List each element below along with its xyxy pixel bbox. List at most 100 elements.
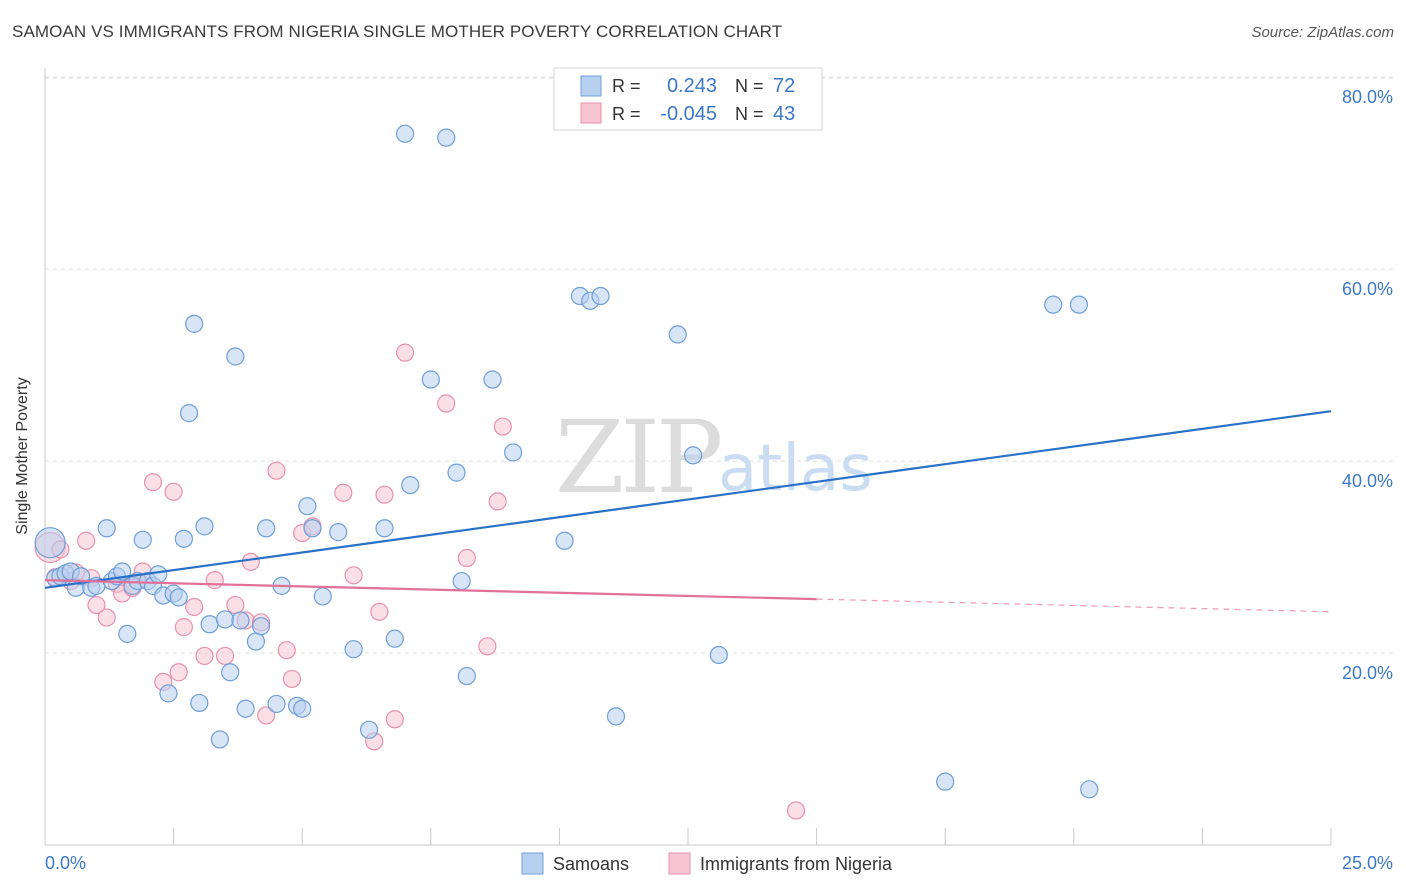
nigeria-point [97, 608, 116, 627]
nigeria-point [277, 641, 296, 660]
y-tick-label: 40.0% [1342, 471, 1393, 491]
samoan-point [421, 370, 440, 389]
x-tick-labels: 0.0% 25.0% [45, 853, 1393, 873]
legend-bottom-label-nigeria: Immigrants from Nigeria [700, 854, 893, 874]
samoan-point [298, 497, 317, 516]
samoan-point [483, 370, 502, 389]
legend-bottom-swatch-nigeria [668, 852, 691, 875]
samoan-point [246, 632, 266, 651]
legend-n-label-samoans: N = [735, 76, 764, 96]
nigeria-point [174, 618, 193, 637]
samoan-point [1080, 780, 1099, 799]
nigeria-point [241, 552, 260, 571]
nigeria-point [375, 485, 394, 504]
samoan-point [34, 527, 66, 559]
samoan-point [221, 663, 240, 682]
samoan-point [169, 588, 188, 607]
nigeria-point [205, 571, 224, 590]
samoan-point [452, 571, 471, 591]
samoan-point [133, 530, 152, 549]
samoan-point [293, 699, 312, 718]
legend-series: Samoans Immigrants from Nigeria [521, 852, 893, 875]
nigeria-point [385, 710, 404, 729]
nigeria-point [395, 343, 415, 362]
nigeria-point [267, 461, 286, 480]
legend-bottom-label-samoans: Samoans [553, 854, 629, 874]
samoan-point [231, 611, 250, 630]
nigeria-point [226, 595, 245, 615]
nigeria-point [457, 548, 476, 568]
samoan-point [1044, 295, 1063, 314]
samoan-point [313, 587, 332, 606]
nigeria-trend-line [44, 579, 817, 601]
y-tick-labels: 20.0% 40.0% 60.0% 80.0% [1342, 87, 1393, 683]
legend-r-label-samoans: R = [612, 76, 641, 96]
samoan-point [159, 684, 178, 703]
legend-stats: R = 0.243 N = 72 R = -0.045 N = 43 [553, 67, 823, 131]
nigeria-point [370, 602, 389, 621]
nigeria-point [87, 595, 106, 615]
samoan-point [303, 519, 322, 538]
nigeria-point [344, 566, 363, 585]
nigeria-point [195, 646, 214, 666]
samoan-point [251, 617, 271, 636]
samoan-point [936, 772, 955, 791]
nigeria-point [257, 706, 276, 725]
x-tick-label-start: 0.0% [45, 853, 86, 873]
samoan-point [709, 645, 728, 665]
samoan-point [555, 531, 574, 550]
nigeria-point [478, 637, 497, 656]
nigeria-point [282, 669, 302, 689]
samoan-point [236, 699, 255, 718]
nigeria-point [164, 482, 183, 501]
samoan-point [606, 707, 626, 726]
samoan-point [215, 610, 235, 629]
legend-r-value-nigeria: -0.045 [660, 103, 717, 125]
samoan-point [591, 286, 610, 306]
x-tick-label-end: 25.0% [1342, 853, 1393, 873]
trend-lines [44, 410, 1332, 613]
legend-n-value-samoans: 72 [773, 75, 795, 97]
samoan-point [179, 404, 199, 423]
samoan-point [200, 615, 219, 634]
legend-r-label-nigeria: R = [612, 104, 641, 124]
samoan-point [1069, 295, 1089, 314]
samoan-point [395, 124, 415, 143]
watermark: ZIP atlas [555, 399, 873, 516]
samoan-point [174, 529, 193, 548]
legend-r-value-samoans: 0.243 [667, 75, 717, 97]
samoan-points [34, 124, 1099, 799]
nigeria-point [185, 597, 204, 617]
nigeria-point [169, 663, 188, 682]
y-tick-label: 60.0% [1342, 279, 1393, 299]
samoan-point [684, 446, 703, 465]
legend-n-value-nigeria: 43 [773, 103, 795, 125]
nigeria-point [493, 417, 512, 436]
samoan-point [437, 128, 456, 147]
samoan-point [504, 443, 523, 462]
samoan-point [668, 325, 687, 344]
y-tick-label: 80.0% [1342, 87, 1393, 107]
nigeria-point [77, 531, 96, 550]
legend-n-label-nigeria: N = [735, 104, 764, 124]
samoan-point [185, 314, 204, 333]
samoan-point [226, 347, 245, 366]
legend-bottom-swatch-samoans [521, 852, 544, 875]
samoan-point [257, 519, 276, 538]
chart-title: SAMOAN VS IMMIGRANTS FROM NIGERIA SINGLE… [12, 22, 783, 41]
source-credit: Source: ZipAtlas.com [1251, 24, 1394, 41]
samoan-point [375, 519, 394, 538]
samoan-point [149, 565, 168, 584]
nigeria-point [488, 492, 507, 511]
samoan-point [97, 519, 116, 538]
legend-swatch-samoans [580, 75, 602, 97]
samoan-point [457, 666, 476, 686]
samoan-point [344, 640, 363, 659]
axes [44, 68, 1332, 846]
samoan-point [447, 463, 466, 482]
samoan-point [329, 523, 348, 542]
samoan-point [190, 693, 209, 713]
nigeria-trend-line-extension [816, 598, 1332, 613]
samoan-point [359, 720, 379, 739]
